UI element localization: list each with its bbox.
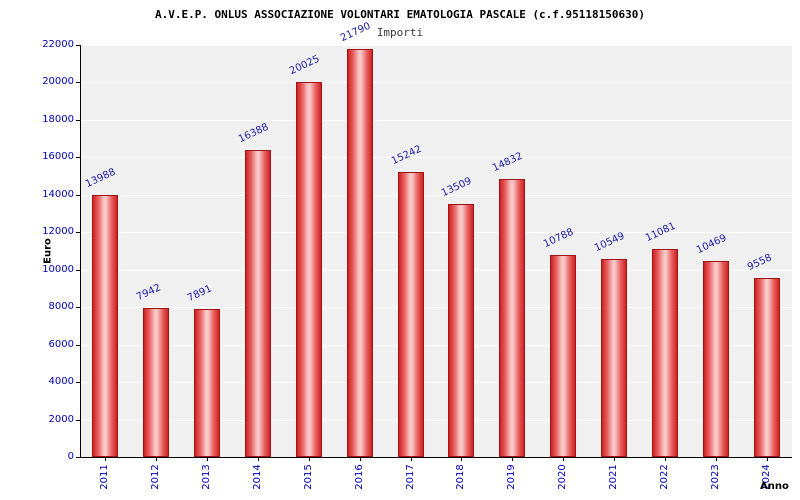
y-tick-label: 12000: [42, 226, 74, 238]
y-axis-line: [80, 45, 81, 457]
x-tick-mark: [766, 457, 768, 461]
gridline: [80, 382, 792, 384]
x-tick-mark: [614, 457, 615, 461]
gridline: [80, 419, 792, 421]
bar: [651, 249, 678, 457]
y-tick-label: 22000: [42, 39, 74, 50]
x-tick-label: 2020: [557, 464, 569, 490]
y-tick-label: 8000: [48, 301, 74, 313]
x-tick-mark: [512, 457, 514, 461]
gridline: [80, 344, 792, 346]
x-tick-label: 2016: [353, 464, 365, 490]
y-tick-label: 18000: [42, 113, 74, 125]
gridline: [80, 157, 792, 159]
x-tick-mark: [715, 457, 717, 461]
bar: [601, 259, 627, 457]
x-tick-mark: [359, 457, 361, 461]
bar: [245, 150, 271, 457]
y-tick-mark: [76, 194, 80, 196]
gridline: [80, 45, 792, 46]
x-tick-mark: [156, 457, 158, 461]
y-tick-mark: [76, 344, 80, 346]
x-tick-label: 2014: [252, 464, 263, 490]
y-tick-label: 4000: [48, 376, 74, 388]
bar: [397, 171, 424, 457]
gridline: [80, 307, 792, 309]
y-tick-mark: [76, 419, 80, 421]
bar: [194, 309, 221, 457]
x-tick-label: 2017: [404, 464, 416, 490]
y-axis-label: Euro: [42, 238, 54, 264]
y-tick-label: 6000: [48, 338, 74, 350]
x-tick-label: 2018: [455, 464, 467, 490]
x-tick-label: 2021: [608, 464, 619, 490]
bar: [295, 81, 322, 457]
bar: [448, 204, 475, 457]
x-tick-mark: [461, 457, 463, 461]
x-tick-mark: [410, 457, 412, 461]
y-tick-mark: [76, 269, 80, 271]
x-tick-mark: [308, 457, 310, 461]
y-tick-label: 14000: [42, 188, 74, 200]
y-tick-label: 2000: [48, 413, 74, 425]
bar: [143, 308, 170, 457]
gridline: [80, 269, 792, 271]
y-tick-mark: [76, 457, 80, 458]
gridline: [80, 82, 792, 84]
x-tick-label: 2022: [658, 464, 670, 490]
y-tick-label: 10000: [42, 263, 74, 275]
y-tick-mark: [76, 45, 80, 46]
y-tick-label: 0: [67, 451, 74, 462]
y-tick-label: 16000: [42, 151, 74, 163]
x-tick-mark: [258, 457, 259, 461]
x-tick-mark: [105, 457, 107, 461]
x-axis-label: Anno: [760, 481, 789, 492]
bar: [753, 278, 780, 457]
y-tick-mark: [76, 382, 80, 384]
gridline: [80, 194, 792, 196]
x-tick-label: 2015: [302, 464, 314, 490]
y-tick-mark: [76, 157, 80, 159]
bar: [346, 48, 373, 457]
x-tick-mark: [664, 457, 666, 461]
chart-subtitle: Importi: [376, 26, 424, 39]
x-tick-mark: [563, 457, 565, 461]
x-tick-label: 2012: [150, 464, 162, 490]
bar: [702, 260, 729, 457]
gridline: [80, 232, 792, 234]
y-tick-mark: [76, 119, 80, 121]
x-axis-line: [80, 457, 792, 458]
bar: [499, 179, 526, 457]
y-tick-mark: [76, 307, 80, 309]
x-tick-label: 2019: [506, 464, 518, 490]
y-tick-mark: [76, 232, 80, 234]
chart-title: A.V.E.P. ONLUS ASSOCIAZIONE VOLONTARI EM…: [154, 8, 646, 21]
bar: [92, 195, 119, 457]
x-tick-label: 2013: [201, 464, 213, 490]
x-tick-mark: [207, 457, 209, 461]
bar-value-label: 21790: [338, 20, 373, 45]
gridline: [80, 119, 792, 121]
y-tick-label: 20000: [42, 76, 74, 88]
bar: [550, 254, 577, 457]
x-tick-label: 2011: [99, 464, 111, 490]
y-tick-mark: [76, 82, 80, 84]
x-tick-label: 2023: [709, 464, 721, 490]
plot-area: [80, 45, 792, 457]
